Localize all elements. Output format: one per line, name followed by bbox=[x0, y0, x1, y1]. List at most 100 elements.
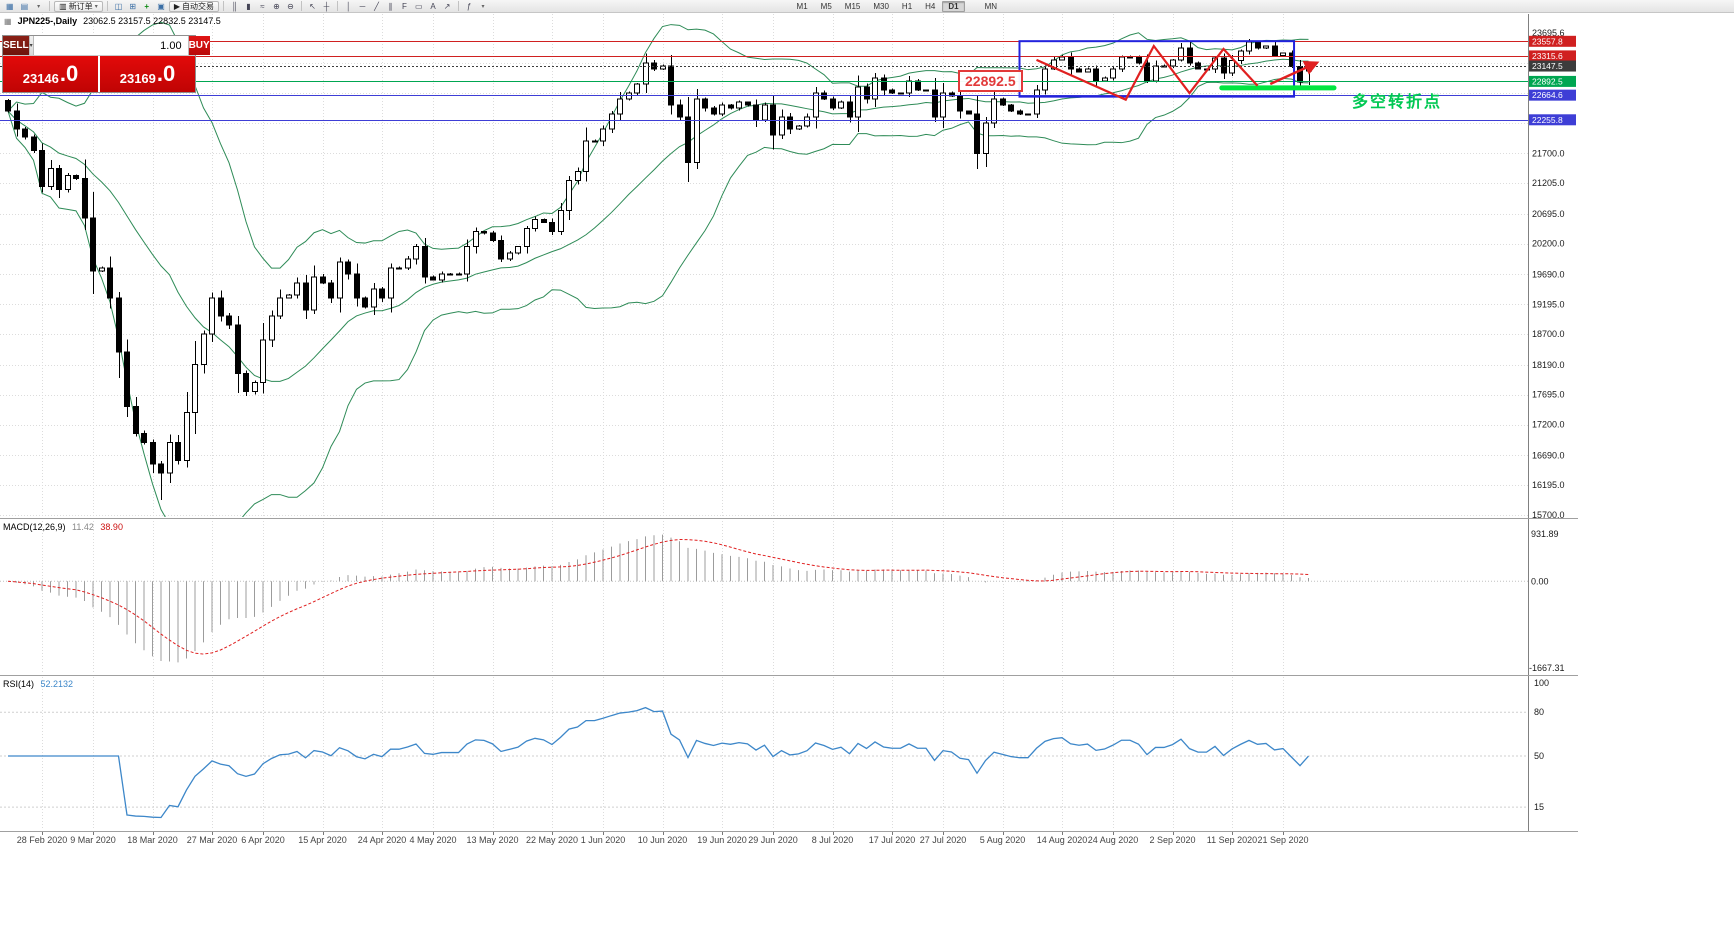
svg-text:24 Aug 2020: 24 Aug 2020 bbox=[1088, 835, 1139, 845]
svg-text:18190.0: 18190.0 bbox=[1532, 360, 1565, 370]
price-tag-23147.5 bbox=[1529, 60, 1576, 72]
timeframe-toolbar: M1 M5 M15 M30 H1 H4 D1 MN bbox=[791, 0, 1004, 12]
text-tool-icon[interactable]: A bbox=[430, 1, 436, 11]
price-tag-22255.8 bbox=[1529, 114, 1576, 126]
price-level-flag[interactable]: 22892.5 bbox=[958, 70, 1023, 92]
svg-text:15700.0: 15700.0 bbox=[1532, 510, 1565, 520]
new-order-caret-icon: ▾ bbox=[94, 3, 98, 10]
profiles-icon[interactable]: ▤ bbox=[20, 1, 29, 11]
svg-text:28 Feb 2020: 28 Feb 2020 bbox=[17, 835, 68, 845]
new-chart-icon[interactable]: ▦ bbox=[6, 1, 14, 11]
tf-m30-button[interactable]: M30 bbox=[873, 1, 889, 11]
shapes-tool-icon[interactable]: ▭ bbox=[414, 1, 423, 11]
sell-price-panel[interactable]: 23146 .0 bbox=[3, 56, 100, 92]
zoom-in-icon[interactable]: ⊕ bbox=[273, 1, 280, 11]
tf-mn-button[interactable]: MN bbox=[984, 1, 998, 11]
svg-text:23147.5: 23147.5 bbox=[1532, 61, 1563, 71]
candles-layer bbox=[5, 38, 1312, 500]
tf-d1-button[interactable]: D1 bbox=[942, 0, 965, 12]
market-watch-icon[interactable]: ◫ bbox=[114, 1, 123, 11]
svg-text:21 Sep 2020: 21 Sep 2020 bbox=[1257, 835, 1308, 845]
svg-text:19690.0: 19690.0 bbox=[1532, 269, 1565, 279]
fibonacci-tool-icon[interactable]: F bbox=[402, 1, 407, 11]
svg-text:19 Jun 2020: 19 Jun 2020 bbox=[697, 835, 747, 845]
svg-text:22892.5: 22892.5 bbox=[1532, 76, 1563, 86]
svg-text:1 Jun 2020: 1 Jun 2020 bbox=[581, 835, 626, 845]
svg-text:29 Jun 2020: 29 Jun 2020 bbox=[748, 835, 798, 845]
svg-text:2 Sep 2020: 2 Sep 2020 bbox=[1149, 835, 1195, 845]
navigator-icon[interactable]: ▣ bbox=[157, 1, 165, 11]
svg-text:22 May 2020: 22 May 2020 bbox=[526, 835, 578, 845]
svg-text:50: 50 bbox=[1534, 751, 1544, 761]
svg-text:5 Aug 2020: 5 Aug 2020 bbox=[980, 835, 1026, 845]
zoom-out-icon[interactable]: ⊖ bbox=[287, 1, 294, 11]
rsi-line bbox=[8, 706, 1309, 819]
tf-m15-button[interactable]: M15 bbox=[844, 1, 861, 11]
svg-text:16195.0: 16195.0 bbox=[1532, 480, 1565, 490]
volume-dropdown-icon[interactable]: ▾ bbox=[28, 36, 34, 55]
tf-w1-button[interactable] bbox=[966, 1, 978, 12]
bar-chart-icon[interactable]: ║ bbox=[231, 1, 238, 11]
channel-tool-icon[interactable]: ∥ bbox=[388, 1, 393, 11]
svg-text:19195.0: 19195.0 bbox=[1532, 299, 1565, 309]
svg-text:8 Jul 2020: 8 Jul 2020 bbox=[812, 835, 854, 845]
svg-text:13 May 2020: 13 May 2020 bbox=[466, 835, 518, 845]
candlestick-chart-icon[interactable]: ▮ bbox=[246, 1, 251, 11]
tf-h1-button[interactable]: H1 bbox=[901, 1, 913, 11]
tf-m1-button[interactable]: M1 bbox=[796, 1, 808, 11]
profiles-caret-icon[interactable]: ▾ bbox=[37, 3, 41, 10]
svg-text:21700.0: 21700.0 bbox=[1532, 148, 1565, 158]
order-doc-icon: ▥ bbox=[59, 1, 67, 11]
svg-text:22255.8: 22255.8 bbox=[1532, 115, 1563, 125]
add-indicator-icon[interactable]: + bbox=[144, 1, 150, 11]
svg-text:20200.0: 20200.0 bbox=[1532, 239, 1565, 249]
svg-text:6 Apr 2020: 6 Apr 2020 bbox=[241, 835, 285, 845]
turning-point-note[interactable]: 多空转折点 bbox=[1352, 94, 1443, 111]
horizontal-line-tool-icon[interactable]: ─ bbox=[359, 1, 366, 11]
new-order-button[interactable]: ▥ 新订单 ▾ bbox=[54, 0, 103, 12]
tf-h4-button[interactable]: H4 bbox=[925, 1, 936, 11]
crosshair-icon[interactable]: ┼ bbox=[323, 1, 330, 11]
rsi-panel bbox=[0, 706, 1528, 819]
toolbar-separator bbox=[106, 1, 108, 11]
vertical-line-tool-icon[interactable]: │ bbox=[345, 1, 351, 11]
price-tag-22892.5 bbox=[1529, 75, 1576, 87]
price-tag-22664.6 bbox=[1529, 89, 1576, 101]
arrow-tool-icon[interactable]: ↗ bbox=[443, 1, 451, 11]
svg-text:21205.0: 21205.0 bbox=[1532, 178, 1565, 188]
macd-signal-value: 38.90 bbox=[100, 522, 123, 532]
price-axis[interactable]: 23695.6 21700.0 21205.0 20695.0 20200.0 19690… bbox=[1528, 14, 1734, 831]
trendline-tool-icon[interactable]: ╱ bbox=[374, 1, 379, 11]
annotations-layer[interactable] bbox=[1018, 40, 1337, 102]
buy-price-panel[interactable]: 23169 .0 bbox=[100, 56, 195, 92]
data-window-icon[interactable]: ⊞ bbox=[129, 1, 137, 11]
chart-title: ▦ JPN225-,Daily 23062.5 23157.5 22832.5 … bbox=[4, 16, 221, 26]
indicators-icon[interactable]: ƒ bbox=[466, 1, 472, 11]
rsi-label: RSI(14) bbox=[3, 679, 35, 689]
line-chart-icon[interactable]: ≈ bbox=[260, 1, 265, 11]
autotrading-button[interactable]: ▶ 自动交易 bbox=[168, 0, 219, 12]
sell-price-frac: .0 bbox=[59, 61, 79, 86]
panel-separators[interactable] bbox=[0, 518, 1578, 832]
svg-text:20695.0: 20695.0 bbox=[1532, 209, 1565, 219]
autotrade-play-icon: ▶ bbox=[173, 1, 180, 11]
trade-widget-top-row: SELL ▾ BUY bbox=[3, 36, 210, 56]
volume-input[interactable] bbox=[33, 36, 188, 55]
indicators-caret-icon[interactable]: ▾ bbox=[481, 3, 485, 10]
svg-text:16690.0: 16690.0 bbox=[1532, 450, 1565, 460]
cursor-icon[interactable]: ↖ bbox=[309, 1, 316, 11]
tf-m5-button[interactable]: M5 bbox=[820, 1, 832, 11]
autotrading-label: 自动交易 bbox=[181, 1, 214, 11]
toolbar-separator bbox=[49, 1, 51, 11]
svg-text:11 Sep 2020: 11 Sep 2020 bbox=[1207, 835, 1257, 845]
svg-text:931.89: 931.89 bbox=[1531, 529, 1559, 539]
buy-button[interactable]: BUY bbox=[187, 36, 210, 55]
svg-text:27 Mar 2020: 27 Mar 2020 bbox=[187, 835, 238, 845]
chart-window-icon: ▦ bbox=[4, 17, 12, 26]
macd-header: MACD(12,26,9) 11.42 38.90 bbox=[3, 522, 123, 532]
sell-button[interactable]: SELL bbox=[3, 36, 29, 55]
time-axis[interactable]: 28 Feb 2020 9 Mar 2020 18 Mar 2020 27 Mar 2… bbox=[17, 831, 1309, 846]
